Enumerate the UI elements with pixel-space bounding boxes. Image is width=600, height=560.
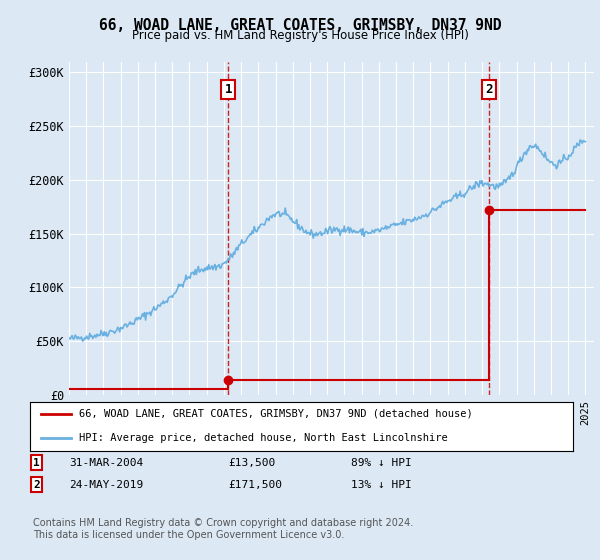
Text: £171,500: £171,500: [228, 480, 282, 490]
Text: 24-MAY-2019: 24-MAY-2019: [69, 480, 143, 490]
Text: 13% ↓ HPI: 13% ↓ HPI: [351, 480, 412, 490]
Text: 89% ↓ HPI: 89% ↓ HPI: [351, 458, 412, 468]
Text: 1: 1: [33, 458, 40, 468]
Text: 66, WOAD LANE, GREAT COATES, GRIMSBY, DN37 9ND: 66, WOAD LANE, GREAT COATES, GRIMSBY, DN…: [99, 18, 501, 33]
Text: £13,500: £13,500: [228, 458, 275, 468]
Text: 66, WOAD LANE, GREAT COATES, GRIMSBY, DN37 9ND (detached house): 66, WOAD LANE, GREAT COATES, GRIMSBY, DN…: [79, 409, 473, 419]
Text: Contains HM Land Registry data © Crown copyright and database right 2024.
This d: Contains HM Land Registry data © Crown c…: [33, 518, 413, 540]
Text: Price paid vs. HM Land Registry's House Price Index (HPI): Price paid vs. HM Land Registry's House …: [131, 29, 469, 42]
Text: HPI: Average price, detached house, North East Lincolnshire: HPI: Average price, detached house, Nort…: [79, 433, 448, 444]
Text: 2: 2: [485, 83, 493, 96]
Text: 2: 2: [33, 480, 40, 490]
Text: 1: 1: [224, 83, 232, 96]
Text: 31-MAR-2004: 31-MAR-2004: [69, 458, 143, 468]
